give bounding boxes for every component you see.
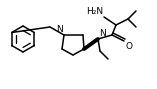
Text: O: O [125, 42, 132, 51]
Text: N: N [99, 29, 106, 38]
Text: H₂N: H₂N [86, 7, 103, 16]
Text: N: N [56, 25, 63, 34]
